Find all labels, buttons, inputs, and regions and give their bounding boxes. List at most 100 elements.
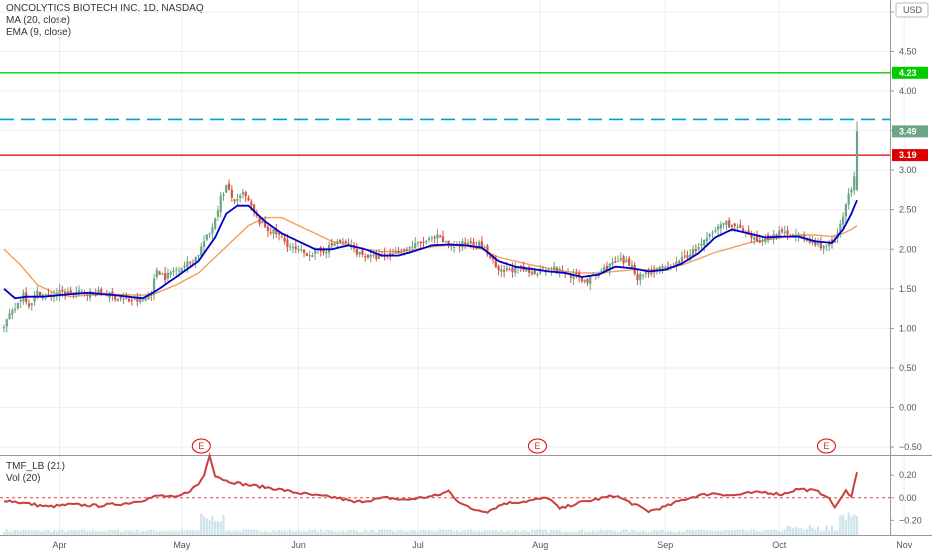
- volume-bar: [241, 529, 245, 535]
- volume-bar: [244, 529, 247, 535]
- candle-body: [589, 276, 592, 285]
- candle-body: [66, 291, 70, 295]
- volume-bar: [166, 530, 170, 535]
- level-price-tag: [892, 66, 928, 79]
- volume-bar: [755, 530, 759, 535]
- candle-body: [194, 256, 197, 263]
- volume-bar: [100, 531, 103, 535]
- candle-body: [205, 234, 208, 240]
- volume-bar: [783, 529, 786, 535]
- candle-body: [216, 210, 220, 217]
- volume-bar: [600, 529, 603, 535]
- volume-bar: [52, 530, 56, 535]
- candle-body: [508, 269, 511, 271]
- volume-bar: [633, 530, 636, 535]
- volume-bar: [350, 530, 353, 535]
- candle-body: [603, 267, 606, 273]
- volume-bar: [214, 520, 217, 535]
- volume-bar: [125, 530, 128, 535]
- candle-body: [722, 223, 725, 225]
- volume-bar: [227, 530, 231, 535]
- volume-bar: [416, 530, 420, 535]
- candle-body: [283, 237, 286, 242]
- volume-bar: [225, 531, 228, 535]
- candle-body: [844, 204, 847, 217]
- volume-bar: [703, 529, 706, 535]
- volume-bar: [811, 527, 814, 535]
- volume-bar: [461, 530, 464, 535]
- volume-bar: [741, 529, 745, 535]
- volume-bar: [91, 529, 95, 535]
- ma-legend: MA (20, close): [6, 15, 70, 26]
- volume-bar: [814, 528, 817, 535]
- candle-body: [569, 274, 572, 278]
- candle-body: [430, 237, 433, 239]
- candle-body: [842, 216, 845, 225]
- volume-bar: [722, 530, 725, 535]
- candle-body: [769, 238, 772, 240]
- candle-body: [741, 228, 745, 232]
- candle-body: [264, 222, 267, 228]
- candle-body: [650, 271, 653, 275]
- candle-body: [161, 273, 164, 275]
- volume-bar: [275, 531, 278, 535]
- candle-body: [314, 250, 317, 254]
- candle-body: [255, 214, 258, 216]
- candle-body: [47, 294, 50, 296]
- volume-bar: [55, 530, 58, 535]
- candle-body: [705, 238, 709, 241]
- volume-bar: [564, 531, 567, 535]
- candle-body: [400, 252, 403, 254]
- candle-body: [658, 266, 661, 270]
- volume-bar: [589, 531, 592, 535]
- candle-body: [141, 300, 145, 302]
- volume-bar: [486, 530, 489, 535]
- candle-body: [114, 295, 117, 300]
- candle-body: [439, 235, 442, 238]
- volume-bar: [580, 529, 584, 535]
- candle-body: [8, 313, 11, 319]
- candle-body: [575, 273, 578, 275]
- volume-bar: [761, 530, 764, 535]
- candle-body: [694, 249, 697, 252]
- candle-body: [302, 249, 306, 254]
- volume-bar: [678, 530, 681, 535]
- candle-body: [536, 274, 539, 276]
- candle-body: [130, 300, 133, 302]
- volume-bar: [411, 529, 414, 535]
- earnings-marker-label: E: [534, 441, 540, 451]
- chart-title: ONCOLYTICS BIOTECH INC, 1D, NASDAQ: [6, 3, 204, 14]
- candle-body: [305, 253, 308, 256]
- month-tick-label: Jun: [291, 540, 306, 550]
- candle-body: [519, 265, 522, 267]
- volume-bar: [830, 525, 834, 535]
- price-tick-label: 2.00: [899, 244, 917, 254]
- price-tick-label: 0.00: [899, 403, 917, 413]
- volume-bar: [683, 531, 686, 535]
- volume-bar: [139, 531, 142, 535]
- candle-body: [200, 246, 203, 256]
- volume-bar: [444, 530, 447, 535]
- volume-bar: [786, 525, 789, 535]
- volume-bar: [842, 514, 845, 535]
- candle-body: [258, 217, 261, 224]
- volume-bar: [808, 525, 811, 535]
- volume-bar: [383, 529, 386, 535]
- price-tick-label: 1.00: [899, 323, 917, 333]
- volume-bar: [302, 530, 306, 535]
- candle-body: [147, 295, 150, 300]
- volume-bar: [522, 530, 525, 535]
- candle-body: [747, 230, 750, 235]
- volume-bar: [133, 531, 136, 535]
- candle-body: [847, 193, 850, 205]
- candle-body: [286, 239, 289, 248]
- volume-bar: [603, 530, 606, 535]
- volume-bar: [511, 531, 514, 535]
- volume-bar: [277, 529, 281, 535]
- volume-bar: [77, 530, 81, 535]
- volume-bar: [200, 513, 203, 535]
- volume-bar: [700, 529, 703, 535]
- volume-bar: [794, 526, 797, 535]
- candle-body: [169, 272, 172, 275]
